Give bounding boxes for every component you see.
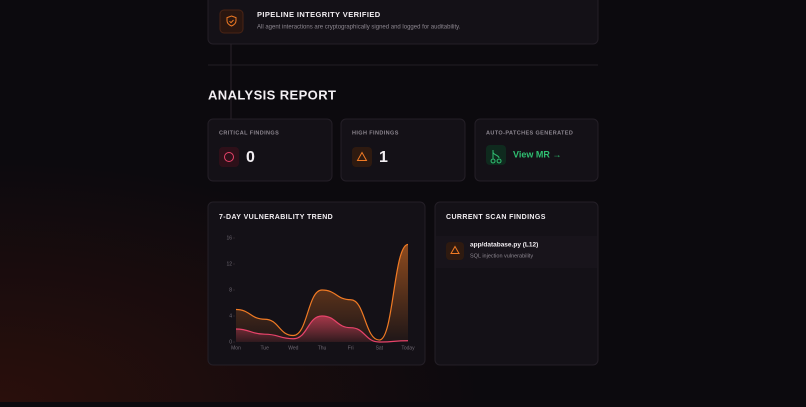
stat-icon: [219, 147, 239, 167]
stat-value: 1: [379, 149, 388, 166]
stat-label: AUTO-PATCHES GENERATED: [486, 130, 573, 136]
x-tick-label: Wed: [288, 345, 298, 351]
line: [235, 243, 409, 341]
finding-glyph: [450, 245, 460, 254]
banner-subtitle: All agent interactions are cryptographic…: [257, 25, 461, 31]
y-tick-label: 16: [226, 235, 232, 241]
line: [235, 315, 409, 343]
y-tick-label: 0: [229, 339, 232, 345]
x-tick-label: Sat: [376, 345, 384, 351]
y-tick-label: 12: [226, 261, 232, 267]
finding-description: SQL injection vulnerability: [470, 253, 533, 259]
banner-title: PIPELINE INTEGRITY VERIFIED: [257, 10, 381, 19]
banner-card: [207, 0, 599, 45]
stat-label: CRITICAL FINDINGS: [219, 130, 279, 136]
x-tick-label: Fri: [348, 345, 354, 351]
y-tick-label: 4: [229, 313, 232, 319]
x-tick-label: Thu: [318, 345, 327, 351]
y-tick-label: 8: [229, 287, 232, 293]
stat-glyph: [224, 152, 234, 162]
chart-title: 7-DAY VULNERABILITY TREND: [219, 214, 333, 221]
stat-glyph: [490, 150, 502, 164]
x-tick-label: Mon: [231, 345, 241, 351]
stat-card: [207, 118, 333, 182]
x-tick-label: Tue: [260, 345, 269, 351]
stat-icon: [352, 147, 372, 167]
view-mr-link[interactable]: View MR →: [513, 149, 561, 159]
finding-icon: [446, 242, 464, 260]
findings-card: [434, 201, 599, 366]
stat-value: 0: [246, 149, 255, 166]
stat-glyph: [356, 151, 368, 161]
area: [236, 244, 408, 342]
x-tick-label: Today: [401, 345, 415, 351]
stat-card: [474, 118, 599, 182]
section-title: ANALYSIS REPORT: [208, 87, 336, 102]
stat-label: HIGH FINDINGS: [352, 130, 399, 136]
findings-title: CURRENT SCAN FINDINGS: [446, 214, 546, 221]
stat-card: [340, 118, 466, 182]
shield-glyph: [226, 15, 237, 27]
chart: 0 4 8 12 16 Mon Tue Wed Thu Fri Sat Today: [226, 235, 415, 351]
finding-file: app/database.py (L12): [470, 242, 538, 249]
